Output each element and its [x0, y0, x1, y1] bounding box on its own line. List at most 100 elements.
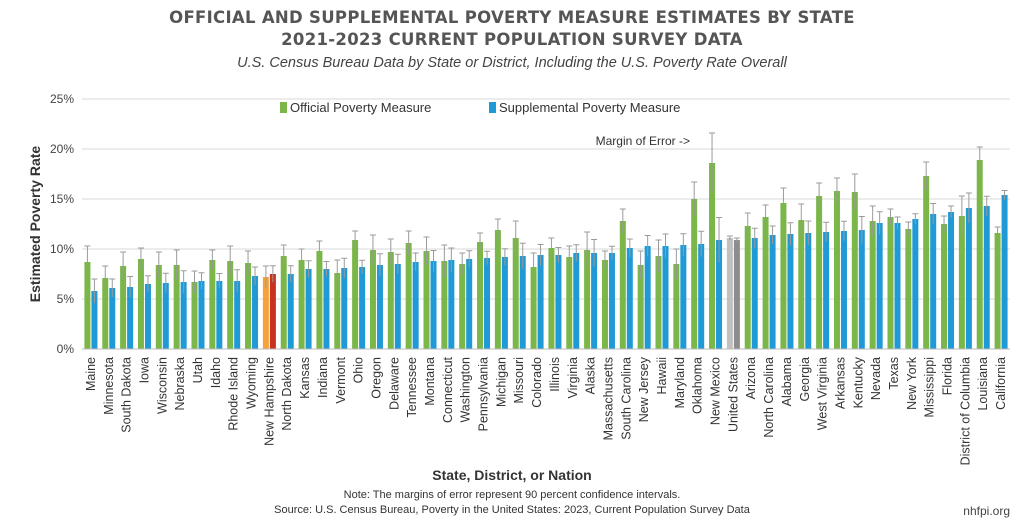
- bar-supplemental: [180, 282, 187, 349]
- bar-official: [673, 264, 680, 349]
- x-tick-label: West Virginia: [816, 357, 830, 430]
- bar-supplemental: [555, 255, 562, 349]
- x-tick-label: Michigan: [494, 357, 508, 407]
- bar-supplemental: [644, 246, 651, 349]
- bar-supplemental: [144, 284, 151, 349]
- bar-official: [459, 264, 466, 349]
- bar-supplemental: [698, 244, 705, 349]
- bar-official: [512, 238, 519, 349]
- bar-official: [369, 250, 376, 349]
- bar-official: [280, 256, 287, 349]
- bar-official: [352, 240, 359, 349]
- x-tick-label: New York: [905, 356, 919, 410]
- bar-official: [191, 282, 198, 349]
- x-tick-label: Rhode Island: [227, 357, 241, 431]
- legend-swatch-official: [280, 102, 287, 113]
- x-tick-label: Oregon: [369, 357, 383, 399]
- x-tick-label: South Dakota: [120, 357, 134, 433]
- bar-supplemental: [591, 253, 598, 349]
- x-tick-label: Nevada: [869, 357, 883, 400]
- x-tick-label: Kentucky: [851, 356, 865, 408]
- x-tick-label: Mississippi: [923, 357, 937, 417]
- bar-supplemental: [965, 208, 972, 349]
- bar-supplemental: [787, 234, 794, 349]
- x-tick-label: Arkansas: [833, 357, 847, 409]
- bar-official: [245, 263, 252, 349]
- bar-official: [637, 265, 644, 349]
- bar-official: [405, 243, 412, 349]
- bar-supplemental: [412, 262, 419, 349]
- bar-supplemental: [359, 267, 366, 349]
- bar-official: [816, 196, 823, 349]
- x-tick-label: Vermont: [334, 356, 348, 403]
- bar-supplemental: [269, 274, 276, 349]
- bar-official: [869, 221, 876, 349]
- x-tick-label: Utah: [191, 357, 205, 383]
- bar-supplemental: [287, 274, 294, 349]
- bar-supplemental: [608, 253, 615, 349]
- bar-official: [548, 248, 555, 349]
- x-tick-label: Louisiana: [976, 357, 990, 411]
- bar-official: [994, 233, 1001, 349]
- annotation-margin-of-error: Margin of Error ->: [596, 134, 690, 148]
- source-note: Source: U.S. Census Bureau, Poverty in t…: [274, 504, 750, 516]
- bar-supplemental: [751, 238, 758, 349]
- x-tick-label: Maine: [84, 357, 98, 391]
- x-tick-label: Delaware: [387, 357, 401, 410]
- bar-supplemental: [341, 268, 348, 349]
- bar-supplemental: [840, 231, 847, 349]
- bar-official: [423, 251, 430, 349]
- bar-official: [137, 259, 144, 349]
- x-tick-label: New Mexico: [709, 357, 723, 425]
- bar-official: [976, 160, 983, 349]
- bar-supplemental: [501, 257, 508, 349]
- bar-official: [566, 257, 573, 349]
- x-tick-label: Missouri: [512, 357, 526, 404]
- x-tick-label: Hawaii: [655, 357, 669, 395]
- x-tick-label: Washington: [459, 357, 473, 423]
- x-tick-label: North Carolina: [762, 357, 776, 438]
- x-tick-label: Connecticut: [441, 356, 455, 423]
- bar-supplemental: [733, 240, 740, 349]
- x-axis-label: State, District, or Nation: [432, 467, 591, 483]
- bar-supplemental: [305, 269, 312, 349]
- bar-supplemental: [162, 283, 169, 349]
- x-tick-label: Iowa: [137, 357, 151, 383]
- y-tick-label: 5%: [57, 292, 75, 306]
- bar-supplemental: [198, 281, 205, 349]
- bar-official: [584, 250, 591, 349]
- bar-supplemental: [662, 246, 669, 349]
- x-tick-label: Ohio: [352, 357, 366, 383]
- bar-official: [316, 251, 323, 349]
- bar-supplemental: [519, 256, 526, 349]
- bar-supplemental: [376, 265, 383, 349]
- bar-supplemental: [912, 219, 919, 349]
- x-tick-label: Wyoming: [245, 357, 259, 409]
- bar-supplemental: [91, 291, 98, 349]
- bar-official: [851, 192, 858, 349]
- bar-official: [619, 221, 626, 349]
- x-tick-label: District of Columbia: [958, 357, 972, 465]
- bar-official: [209, 260, 216, 349]
- x-tick-label: Tennessee: [405, 357, 419, 418]
- x-tick-label: New Hampshire: [262, 357, 276, 446]
- y-tick-label: 0%: [57, 342, 75, 356]
- bar-official: [958, 216, 965, 349]
- x-tick-label: Idaho: [209, 357, 223, 388]
- chart-title-line-2: 2021-2023 CURRENT POPULATION SURVEY DATA: [281, 30, 743, 49]
- x-tick-label: Nebraska: [173, 357, 187, 411]
- bar-official: [387, 252, 394, 349]
- bar-supplemental: [466, 259, 473, 349]
- bar-official: [833, 191, 840, 349]
- legend-label-official: Official Poverty Measure: [290, 100, 431, 115]
- bar-official: [905, 229, 912, 349]
- y-tick-label: 10%: [50, 242, 74, 256]
- bar-supplemental: [1001, 195, 1008, 349]
- x-tick-label: Alaska: [584, 357, 598, 395]
- bar-supplemental: [573, 253, 580, 349]
- x-tick-label: Montana: [423, 357, 437, 406]
- bar-supplemental: [626, 248, 633, 349]
- bar-supplemental: [823, 232, 830, 349]
- x-tick-label: Wisconsin: [155, 357, 169, 414]
- bar-supplemental: [805, 233, 812, 349]
